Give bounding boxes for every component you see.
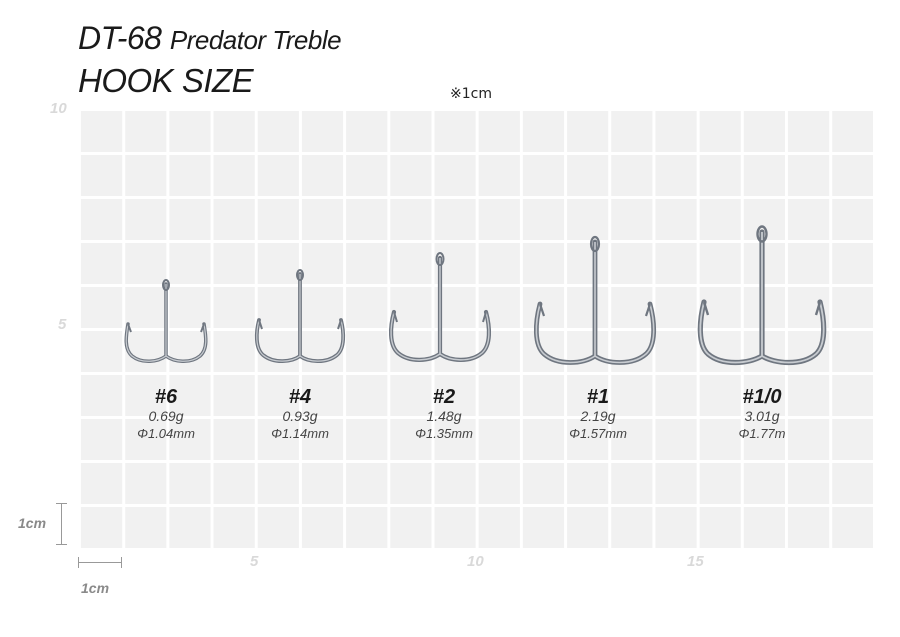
product-title: DT-68 Predator Treble [78,20,342,57]
vertical-scale-label: 1cm [18,515,47,531]
y-axis-label-10: 10 [50,100,67,117]
measurement-grid [78,108,876,551]
hook-size-label: #1/0 [742,386,782,408]
scale-note: ※1cm [450,86,492,102]
treble-hook-2-icon [389,252,491,362]
hook-diameter: Φ1.14mm [271,426,329,441]
hook-size-label: #4 [288,386,312,408]
hook-weight: 2.19g [580,408,616,424]
treble-hook-1-0-icon [697,225,827,366]
treble-hook-1-icon [533,235,657,365]
hook-diameter: Φ1.04mm [137,426,195,441]
treble-hook-6-icon [124,279,208,363]
hook-spec-4: #4 0.93g Φ1.14mm [240,386,360,442]
horizontal-scale-label: 1cm [81,580,110,596]
y-axis-label-5: 5 [58,316,67,333]
x-axis-label-15: 15 [687,553,704,570]
hook-weight: 0.69g [148,408,184,424]
hook-spec-6: #6 0.69g Φ1.04mm [106,386,226,442]
hook-size-label: #2 [432,386,456,408]
horizontal-scale-bar [78,557,122,568]
treble-hook-4-icon [254,269,346,364]
hook-size-label: #6 [154,386,178,408]
hook-spec-2: #2 1.48g Φ1.35mm [384,386,504,442]
page-subtitle: HOOK SIZE [78,62,254,99]
hook-spec-1-0: #1/0 3.01g Φ1.77m [702,386,822,442]
hook-diameter: Φ1.77m [738,426,786,441]
vertical-scale-bar [56,503,67,545]
hook-spec-1: #1 2.19g Φ1.57mm [538,386,658,442]
hook-size-label: #1 [586,386,610,408]
model-description: Predator Treble [169,25,342,55]
hook-weight: 1.48g [426,408,462,424]
hook-weight: 3.01g [744,408,780,424]
hook-diameter: Φ1.35mm [415,426,473,441]
hook-weight: 0.93g [282,408,318,424]
hook-diameter: Φ1.57mm [569,426,627,441]
x-axis-label-10: 10 [467,553,484,570]
x-axis-label-5: 5 [250,553,259,570]
model-name: DT-68 [78,20,162,56]
